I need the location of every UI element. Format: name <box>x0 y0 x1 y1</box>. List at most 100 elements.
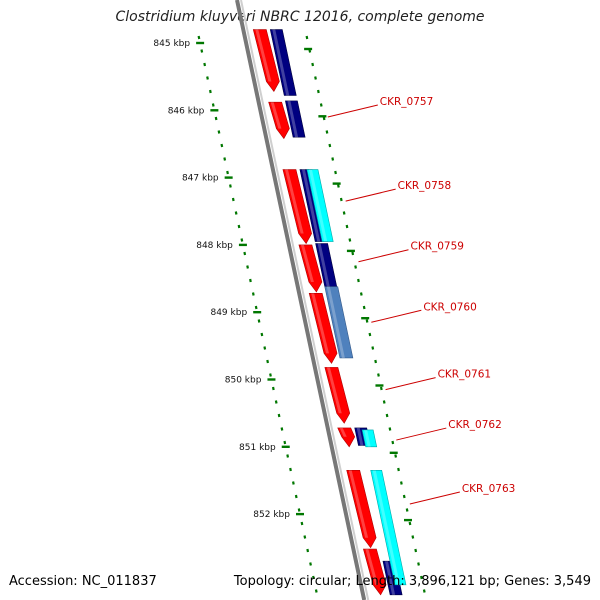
dot <box>223 157 227 161</box>
reverse-cds-highlight <box>272 29 290 96</box>
dot <box>317 89 320 94</box>
forward-cds-highlight <box>300 244 314 283</box>
accession-label: Accession: NC_011837 <box>9 574 157 589</box>
scale-tick-label: 847 kbp <box>182 174 219 184</box>
dot <box>382 400 386 404</box>
feature-label: CKR_0760 <box>423 301 476 313</box>
dot <box>325 130 329 134</box>
feature-labels: CKR_0757 CKR_0758 CKR_0759 CKR_0760 CKR_0761… <box>327 96 515 505</box>
dot <box>234 211 238 215</box>
dot <box>254 305 258 310</box>
inner-scale-dots <box>197 35 318 593</box>
backbone-line-outer <box>235 0 367 600</box>
dot <box>422 589 426 593</box>
dot <box>368 332 372 337</box>
dot <box>220 143 224 148</box>
forward-cds-highlight <box>284 169 304 234</box>
dot <box>286 454 290 458</box>
forward-cds-highlight <box>339 427 347 437</box>
forward-cds-highlight <box>311 293 330 354</box>
cyan-feature-highlight <box>308 169 328 242</box>
dot <box>417 562 420 566</box>
backbone-line-inner <box>240 0 370 600</box>
dot <box>348 238 352 242</box>
topology-label: Topology: circular; Length: 3,896,121 bp… <box>233 574 591 589</box>
forward-cds <box>346 470 377 549</box>
dot <box>214 116 218 121</box>
dot <box>303 535 307 539</box>
scale-tick-label: 851 kbp <box>239 443 276 453</box>
dot <box>385 413 389 418</box>
scale-tick-label: 849 kbp <box>210 308 247 318</box>
forward-cds <box>268 101 290 140</box>
dot <box>377 373 380 377</box>
dot <box>269 373 272 377</box>
forward-cds <box>308 293 338 364</box>
reverse-cds-highlight <box>287 100 299 138</box>
label-leader <box>409 491 460 505</box>
dot <box>291 481 295 485</box>
dot <box>351 251 355 256</box>
dot <box>371 346 375 350</box>
cyan-feature <box>361 429 378 448</box>
dot <box>399 481 403 485</box>
forward-cds-highlight <box>365 549 379 585</box>
dot <box>414 548 418 553</box>
dot <box>365 319 369 323</box>
backbone <box>235 0 370 600</box>
reverse-cds-highlight <box>301 169 321 242</box>
dot <box>294 494 298 499</box>
cyan-feature <box>370 470 407 586</box>
dot <box>391 440 395 445</box>
dot <box>211 103 215 107</box>
dot <box>354 265 357 269</box>
scale-tick-label: 848 kbp <box>196 241 233 251</box>
dot <box>209 89 212 94</box>
forward-cds-highlight <box>255 29 272 82</box>
forward-cds-highlight <box>270 102 282 129</box>
dot <box>388 427 392 431</box>
feature-label: CKR_0758 <box>398 180 451 192</box>
label-leader <box>396 427 447 441</box>
dot <box>280 427 284 431</box>
dot <box>362 305 366 310</box>
dot <box>217 130 221 134</box>
feature-label: CKR_0762 <box>448 419 501 431</box>
dot <box>277 413 281 418</box>
dot <box>334 170 337 175</box>
dot <box>309 562 312 566</box>
forward-cds <box>337 427 356 448</box>
dot <box>274 400 278 404</box>
dot <box>339 197 343 202</box>
dot <box>314 76 317 80</box>
dot <box>311 62 315 67</box>
dot <box>411 535 415 539</box>
dot <box>226 170 229 175</box>
label-leader <box>371 309 422 323</box>
dot <box>306 548 310 553</box>
dot <box>312 575 315 580</box>
dot <box>297 508 301 512</box>
dot <box>266 359 269 364</box>
reverse-cds <box>269 29 297 96</box>
forward-cds <box>298 244 323 293</box>
reverse-cds-highlight <box>384 561 396 595</box>
forward-cds <box>282 169 312 245</box>
label-leader <box>345 188 396 202</box>
dot <box>206 76 209 80</box>
scale-tick-label: 852 kbp <box>253 510 290 520</box>
dot <box>305 35 309 40</box>
reverse-cds-highlight <box>356 427 364 446</box>
dot <box>397 467 400 472</box>
reverse-cds-highlight <box>317 243 330 287</box>
cyan-feature <box>306 169 334 242</box>
scale-tick-label: 845 kbp <box>153 39 190 49</box>
dot <box>337 184 340 188</box>
steel-feature-highlight <box>326 286 345 358</box>
forward-cds <box>252 29 280 93</box>
dot <box>231 197 235 202</box>
dot <box>197 35 201 40</box>
dot <box>289 467 292 472</box>
dot <box>394 454 398 458</box>
